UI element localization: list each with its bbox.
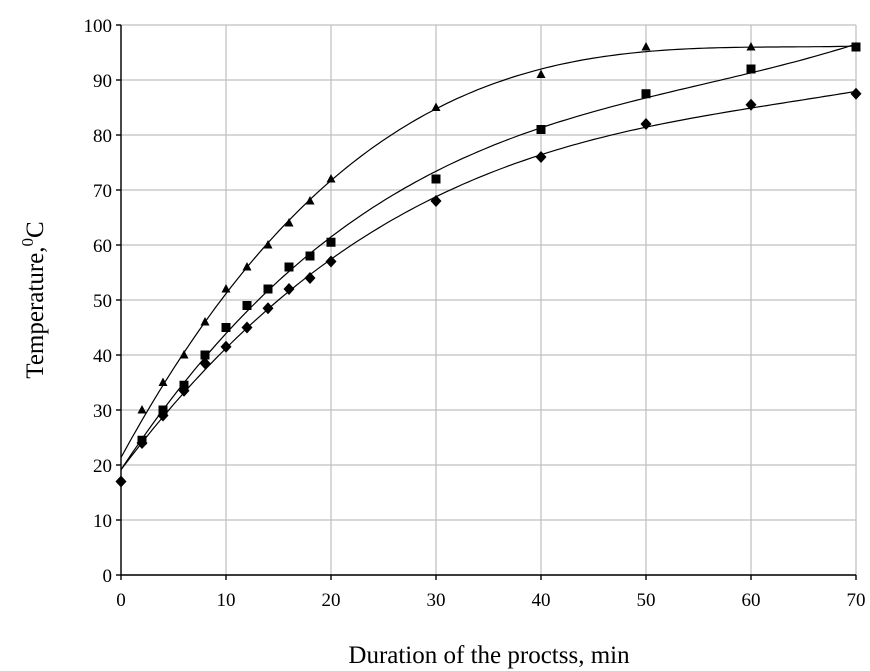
point-square bbox=[200, 350, 210, 360]
point-triangle bbox=[179, 350, 189, 359]
y-tick-label: 40 bbox=[93, 346, 112, 367]
y-tick-label: 30 bbox=[93, 401, 112, 422]
point-diamond bbox=[157, 409, 169, 422]
point-diamond bbox=[136, 437, 148, 449]
y-axis-title-unit: C bbox=[22, 221, 49, 238]
point-square bbox=[851, 42, 861, 52]
point-triangle bbox=[641, 42, 651, 51]
point-diamond bbox=[199, 357, 211, 370]
point-triangle bbox=[326, 174, 336, 183]
point-triangle bbox=[263, 240, 273, 249]
point-diamond bbox=[115, 475, 127, 488]
y-axis-title-main: Temperature, bbox=[22, 246, 49, 378]
point-square bbox=[242, 301, 252, 310]
y-tick-label: 0 bbox=[103, 566, 113, 587]
point-diamond bbox=[178, 384, 190, 397]
y-tick-label: 10 bbox=[93, 511, 112, 532]
y-axis-title: Temperature,0C bbox=[18, 221, 49, 378]
data-points bbox=[115, 42, 862, 488]
point-triangle bbox=[242, 262, 252, 271]
point-diamond bbox=[304, 272, 316, 284]
point-diamond bbox=[535, 151, 547, 163]
tick-labels: 0 10 20 30 40 50 60 70 0 10 20 30 40 50 60 70 80 90 100 bbox=[84, 16, 866, 611]
trend-lines bbox=[120, 43, 857, 471]
point-triangle bbox=[305, 196, 315, 205]
x-tick-label: 60 bbox=[742, 590, 761, 611]
point-square bbox=[221, 323, 231, 332]
point-diamond bbox=[430, 195, 442, 207]
point-square bbox=[284, 262, 294, 272]
point-triangle bbox=[746, 42, 756, 51]
y-tick-label: 70 bbox=[93, 181, 112, 202]
y-tick-label: 50 bbox=[93, 291, 112, 312]
trend-line-square bbox=[120, 43, 857, 470]
point-square bbox=[431, 174, 441, 184]
x-tick-label: 40 bbox=[532, 590, 551, 611]
y-tick-label: 20 bbox=[93, 456, 112, 477]
point-square bbox=[326, 237, 336, 247]
point-triangle bbox=[158, 377, 168, 386]
x-tick-label: 70 bbox=[847, 590, 866, 611]
x-tick-label: 50 bbox=[637, 590, 656, 611]
point-triangle bbox=[221, 284, 231, 293]
x-tick-label: 30 bbox=[427, 590, 446, 611]
y-tick-label: 90 bbox=[93, 71, 112, 92]
point-diamond bbox=[640, 118, 652, 130]
point-diamond bbox=[262, 302, 274, 315]
x-tick-label: 10 bbox=[217, 590, 236, 611]
y-tick-label: 60 bbox=[93, 236, 112, 257]
point-diamond bbox=[220, 340, 232, 353]
grid bbox=[120, 24, 857, 576]
point-triangle bbox=[431, 102, 441, 111]
point-diamond bbox=[745, 98, 757, 111]
point-triangle bbox=[536, 69, 546, 78]
point-square bbox=[305, 251, 315, 261]
point-square bbox=[641, 89, 651, 99]
x-tick-label: 0 bbox=[116, 590, 126, 611]
axes bbox=[116, 24, 857, 580]
y-axis-title-superscript: 0 bbox=[18, 238, 37, 247]
point-square bbox=[746, 64, 756, 74]
point-square bbox=[536, 125, 546, 134]
point-square bbox=[263, 284, 273, 294]
point-diamond bbox=[283, 283, 295, 295]
y-tick-label: 80 bbox=[93, 126, 112, 147]
point-diamond bbox=[325, 255, 337, 268]
point-diamond bbox=[241, 321, 253, 334]
point-triangle bbox=[284, 218, 294, 227]
trend-line-triangle bbox=[120, 45, 857, 458]
x-tick-label: 20 bbox=[322, 590, 341, 611]
trend-line-diamond bbox=[120, 90, 857, 471]
point-triangle bbox=[200, 317, 210, 326]
point-triangle bbox=[137, 405, 147, 414]
x-axis-title: Duration of the proctss, min bbox=[348, 642, 630, 669]
point-diamond bbox=[850, 87, 862, 100]
y-tick-label: 100 bbox=[84, 16, 113, 37]
